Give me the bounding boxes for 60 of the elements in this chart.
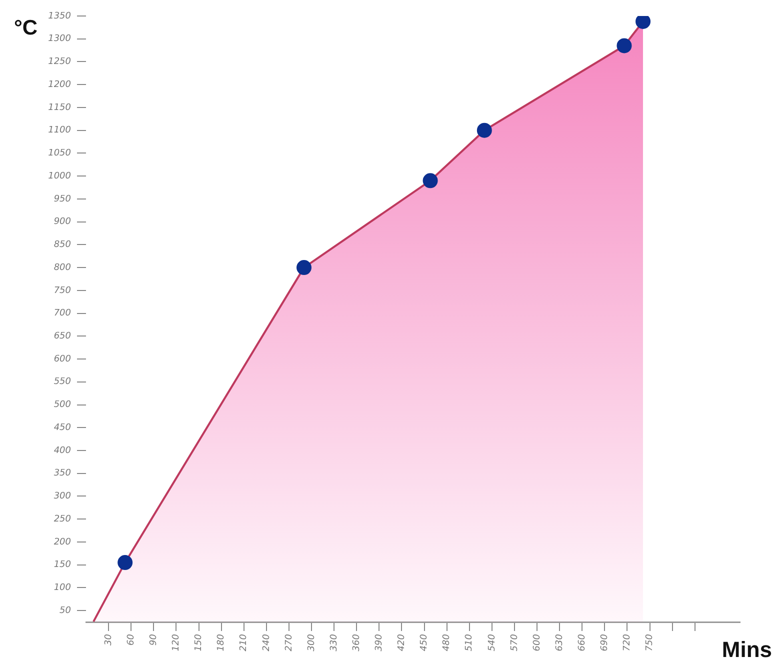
y-tick-label: 1250	[48, 57, 72, 68]
y-tick-label: 900	[54, 217, 72, 228]
x-tick-label: 450	[420, 634, 430, 652]
y-tick-label: 700	[54, 308, 72, 319]
x-tick-label: 30	[104, 634, 114, 646]
x-tick-label: 180	[216, 634, 227, 652]
x-tick-label: 720	[622, 634, 633, 652]
x-tick-label: 420	[397, 634, 408, 652]
y-tick-label: 1050	[48, 148, 72, 159]
point	[636, 16, 651, 29]
x-tick-label: 540	[487, 634, 498, 652]
x-tick-label: 360	[352, 634, 362, 652]
y-tick-label: 400	[54, 446, 72, 456]
point	[296, 260, 312, 276]
y-tick-label: 200	[54, 537, 72, 548]
y-tick-label: 950	[54, 194, 72, 204]
x-tick-label: 600	[532, 634, 542, 652]
y-tick-label: 1100	[48, 126, 72, 136]
point	[476, 122, 492, 138]
y-tick-label: 350	[54, 468, 72, 479]
point	[422, 173, 438, 188]
x-tick-label: 90	[149, 634, 159, 646]
x-tick-label: 150	[194, 634, 204, 652]
x-tick-label: 270	[284, 634, 294, 652]
x-tick-label: 300	[306, 634, 317, 652]
y-axis-title: °C	[14, 16, 38, 40]
x-tick-label: 120	[172, 634, 182, 652]
x-tick-label: 60	[126, 634, 136, 646]
point	[616, 38, 632, 54]
x-tick-label: 750	[645, 634, 656, 652]
x-tick-label: 390	[374, 634, 385, 652]
point	[118, 555, 133, 570]
x-tick-label: 690	[600, 634, 610, 652]
y-tick-label: 500	[54, 400, 72, 410]
y-tick-label: 750	[54, 286, 72, 296]
y-tick-label: 250	[54, 514, 72, 524]
x-tick-label: 480	[442, 634, 452, 652]
y-tick-label: 650	[54, 331, 72, 342]
y-tick-label: 550	[54, 377, 72, 388]
x-tick-label: 660	[577, 634, 588, 652]
y-tick-label: 100	[54, 583, 72, 594]
x-tick-label: 240	[262, 634, 272, 652]
y-tick-label: 50	[60, 606, 72, 616]
y-tick-label: 600	[54, 354, 72, 364]
y-tick-label: 450	[54, 422, 72, 433]
y-tick-label: 1150	[48, 102, 72, 113]
y-tick-label: 1300	[48, 34, 72, 44]
y-tick-label: 800	[54, 262, 72, 273]
y-tick-label: 1350	[48, 11, 72, 22]
x-tick-label: 630	[554, 634, 565, 652]
x-axis-title: Mins	[722, 637, 772, 662]
y-tick-label: 850	[54, 240, 72, 250]
y-tick-label: 300	[54, 492, 72, 502]
y-tick-label: 1200	[48, 80, 72, 90]
y-tick-label: 150	[54, 560, 72, 570]
x-tick-label: 510	[464, 634, 475, 652]
x-tick-label: 330	[329, 634, 340, 652]
y-tick-label: 1000	[48, 171, 72, 182]
x-tick-label: 570	[510, 634, 520, 652]
x-tick-label: 210	[239, 634, 250, 652]
